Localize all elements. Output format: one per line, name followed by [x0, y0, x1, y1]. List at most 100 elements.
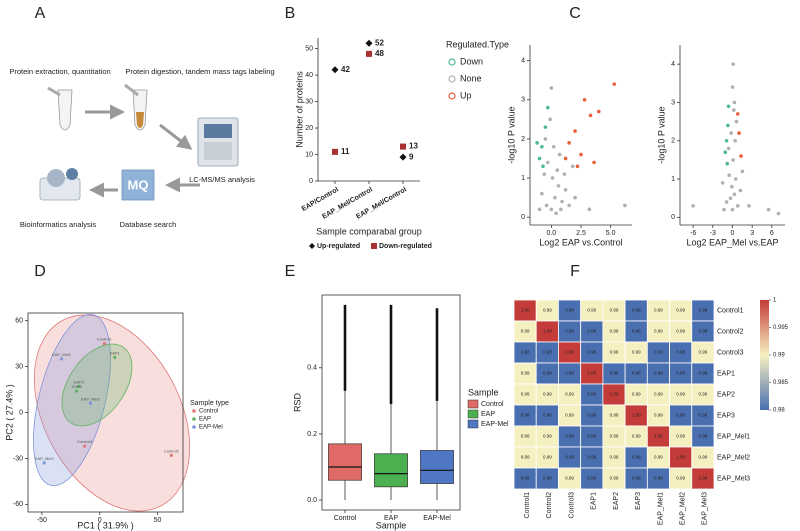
cell-label: 0.98	[676, 413, 685, 418]
point	[399, 153, 407, 161]
point-label: EAP3	[71, 384, 82, 389]
cell-label: 0.99	[610, 434, 619, 439]
cell-label: 0.98	[565, 455, 574, 460]
cell-label: 0.99	[610, 413, 619, 418]
row-label: EAP_Mel3	[717, 475, 750, 482]
point-label: EAP_Mel2	[81, 396, 101, 401]
confidence-ellipse	[61, 343, 133, 427]
cell-label: 0.99	[676, 434, 685, 439]
y-tick-label: 3	[521, 97, 525, 104]
point	[732, 192, 737, 197]
cell-label: 0.99	[565, 392, 574, 397]
cell-label: 0.98	[654, 371, 663, 376]
point	[543, 137, 548, 141]
point	[730, 85, 735, 89]
point	[113, 355, 117, 359]
point	[563, 156, 568, 161]
point	[549, 86, 554, 90]
point-label: Control1	[97, 337, 113, 342]
legend-label: EAP-Mel	[199, 425, 223, 431]
cell-label: 0.98	[587, 392, 596, 397]
cell-label: 0.98	[676, 371, 685, 376]
cell-label: 0.99	[632, 392, 641, 397]
column-label: Control1	[524, 492, 531, 519]
point	[365, 39, 373, 47]
step-label: Database search	[120, 220, 177, 229]
point	[556, 184, 561, 188]
point	[567, 203, 571, 208]
legend-label: Up	[460, 90, 472, 100]
cell-label: 0.98	[699, 308, 708, 313]
point	[545, 160, 550, 165]
point-label: EAP1	[110, 350, 121, 355]
legend-label: Down-regulated	[379, 243, 432, 250]
column-label: EAP_Mel2	[680, 492, 687, 525]
panel-letter: C	[569, 5, 581, 22]
legend-label: Control	[481, 401, 504, 408]
x-tick-label: 6	[770, 230, 774, 237]
heatmap-cell	[691, 467, 715, 490]
point	[573, 129, 577, 133]
y-tick-label: 1	[521, 175, 525, 182]
tube-icon	[124, 83, 148, 131]
point	[720, 181, 725, 185]
cell-label: 0.99	[521, 434, 530, 439]
row-label: EAP_Mel1	[717, 433, 750, 440]
cell-label: 0.99	[565, 413, 574, 418]
cell-label: 0.99	[699, 392, 708, 397]
step-label: Protein extraction, quantitation	[9, 67, 110, 76]
legend-label: None	[460, 73, 482, 83]
point	[747, 204, 751, 208]
legend-label: EAP	[199, 417, 211, 423]
cell-label: 0.99	[521, 329, 530, 334]
point	[559, 207, 563, 212]
y-tick-label: 1	[671, 176, 675, 183]
cell-label: 1.00	[676, 455, 685, 460]
point	[543, 125, 548, 129]
cell-label: 0.98	[632, 455, 641, 460]
legend-marker	[371, 243, 377, 249]
data-label: 9	[409, 152, 414, 161]
cell-label: 0.98	[587, 413, 596, 418]
cell-label: 0.98	[543, 371, 552, 376]
point	[726, 123, 730, 128]
x-tick-label: 2.5	[576, 230, 586, 237]
y-tick-label: 3	[671, 99, 675, 106]
point-label: EAP_Mel3	[35, 456, 55, 461]
point	[77, 384, 81, 389]
cell-label: 0.98	[699, 413, 708, 418]
y-tick-label: 50	[305, 45, 313, 52]
y-tick-label: -30	[13, 455, 23, 462]
point	[102, 342, 106, 346]
y-tick-label: 10	[305, 151, 313, 158]
cell-label: 0.99	[654, 413, 663, 418]
point	[623, 203, 627, 208]
point-label: EAP2	[74, 380, 85, 385]
cell-label: 0.98	[587, 476, 596, 481]
cell-label: 0.98	[587, 455, 596, 460]
y-tick-label: 0.0	[307, 497, 317, 504]
data-label: 11	[341, 147, 350, 156]
point	[562, 172, 567, 176]
cell-label: 0.99	[610, 308, 619, 313]
cell-label: 1.00	[610, 392, 619, 397]
point	[332, 148, 338, 155]
legend-title: Sample type	[190, 400, 229, 407]
point	[726, 104, 731, 109]
y-tick-label: 0	[671, 214, 675, 221]
point	[548, 117, 552, 122]
point	[732, 100, 737, 105]
legend-label: Down	[460, 56, 483, 66]
point	[733, 138, 737, 143]
y-tick-label: 4	[521, 57, 525, 64]
panel-letter: F	[570, 263, 580, 280]
legend-marker	[309, 243, 315, 249]
cell-label: 0.99	[543, 434, 552, 439]
point	[560, 199, 564, 204]
data-label: 42	[341, 65, 350, 74]
cell-label: 0.98	[632, 371, 641, 376]
x-tick-label: 50	[154, 517, 162, 524]
confidence-ellipse	[33, 313, 111, 487]
y-tick-label: 2	[521, 136, 525, 143]
